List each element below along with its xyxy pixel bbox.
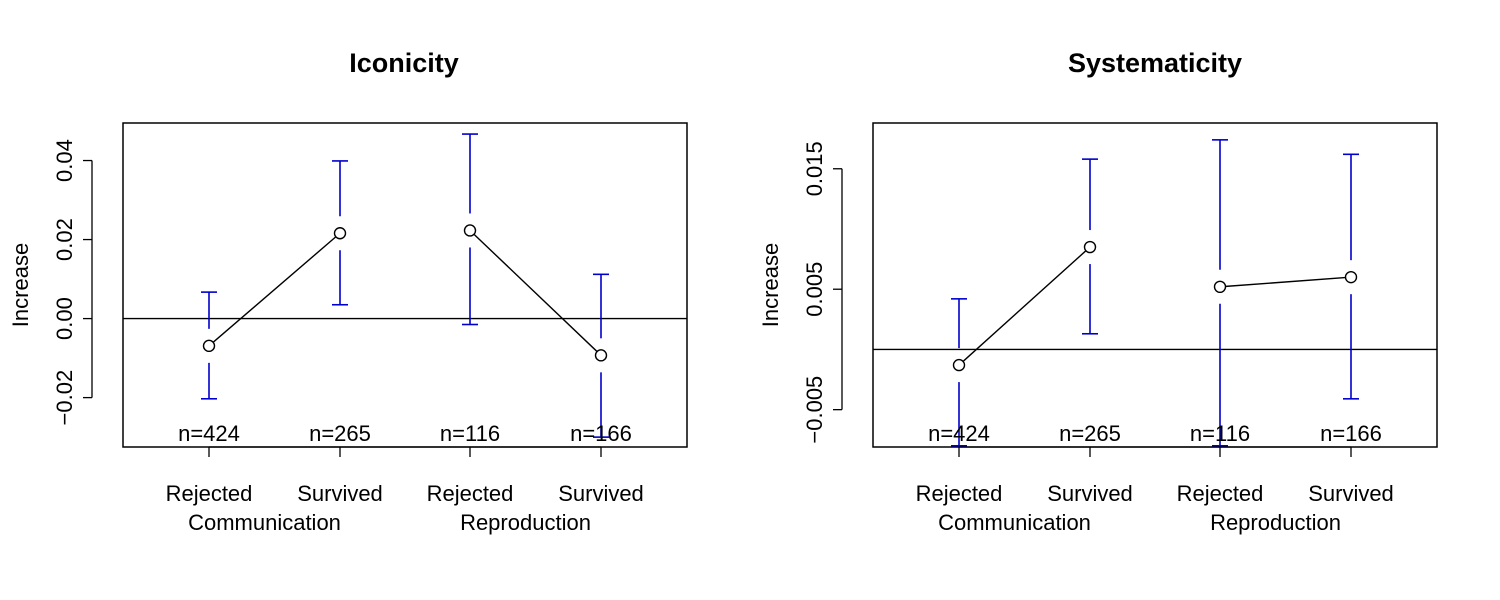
x-tick-label: Survived bbox=[1047, 481, 1133, 506]
sample-size-label: n=116 bbox=[440, 421, 500, 446]
series-line bbox=[962, 250, 1087, 362]
chart-panel-iconicity: Iconicity Increase −0.02 0.00 0.02 0.04 Rej… bbox=[8, 48, 688, 535]
x-group-label: Reproduction bbox=[1210, 510, 1341, 535]
sample-size-label: n=424 bbox=[178, 421, 240, 446]
series-line bbox=[473, 234, 598, 352]
y-axis: −0.02 0.00 0.02 0.04 bbox=[52, 139, 93, 426]
x-tick-label: Survived bbox=[558, 481, 644, 506]
y-tick-label: 0.015 bbox=[802, 141, 827, 196]
x-tick-label: Rejected bbox=[1177, 481, 1264, 506]
y-tick-label: 0.02 bbox=[52, 218, 77, 261]
x-tick-label: Survived bbox=[297, 481, 383, 506]
chart-title: Iconicity bbox=[349, 48, 459, 78]
series-line bbox=[213, 236, 336, 343]
chart-panel-systematicity: Systematicity Increase −0.0050.0050.015 … bbox=[758, 48, 1438, 535]
data-point bbox=[594, 349, 608, 362]
y-axis: −0.005 0.005 0.015 bbox=[802, 141, 843, 444]
sample-size-labels: n=424 n=265 n=116 n=166 bbox=[178, 421, 632, 446]
y-tick-label: −0.005 bbox=[802, 376, 827, 444]
sample-size-label: n=116 bbox=[1190, 421, 1250, 446]
x-group-label: Reproduction bbox=[460, 510, 591, 535]
y-axis-label: Increase bbox=[8, 243, 33, 327]
chart-title: Systematicity bbox=[1068, 48, 1242, 78]
data-point bbox=[1344, 270, 1358, 284]
y-tick-label: 0.005 bbox=[802, 262, 827, 317]
data-point bbox=[333, 227, 347, 240]
sample-size-label: n=265 bbox=[1059, 421, 1121, 446]
x-tick-label: Rejected bbox=[427, 481, 514, 506]
x-group-label: Communication bbox=[938, 510, 1091, 535]
x-tick-label: Rejected bbox=[916, 481, 1003, 506]
data-point bbox=[952, 358, 966, 372]
series bbox=[201, 133, 609, 438]
y-tick-label: −0.02 bbox=[52, 370, 77, 426]
y-tick-label: 0.00 bbox=[52, 297, 77, 340]
sample-size-label: n=166 bbox=[1320, 421, 1382, 446]
x-axis: Rejected Survived Rejected Survived bbox=[166, 446, 644, 506]
x-axis: Rejected Survived Rejected Survived bbox=[916, 446, 1394, 506]
data-point bbox=[202, 339, 216, 353]
x-group-labels: Communication Reproduction bbox=[938, 510, 1341, 535]
x-tick-label: Rejected bbox=[166, 481, 253, 506]
data-point bbox=[1083, 240, 1097, 254]
x-group-labels: Communication Reproduction bbox=[188, 510, 591, 535]
x-group-label: Communication bbox=[188, 510, 341, 535]
sample-size-label: n=166 bbox=[570, 421, 632, 446]
series bbox=[951, 139, 1359, 447]
sample-size-label: n=424 bbox=[928, 421, 990, 446]
y-axis-label: Increase bbox=[758, 243, 783, 327]
data-point bbox=[463, 224, 477, 237]
x-tick-label: Survived bbox=[1308, 481, 1394, 506]
y-tick-label: 0.04 bbox=[52, 139, 77, 182]
series-line bbox=[1225, 276, 1346, 288]
data-point bbox=[1213, 280, 1227, 294]
sample-size-labels: n=424 n=265 n=116 n=166 bbox=[928, 421, 1382, 446]
sample-size-label: n=265 bbox=[309, 421, 371, 446]
